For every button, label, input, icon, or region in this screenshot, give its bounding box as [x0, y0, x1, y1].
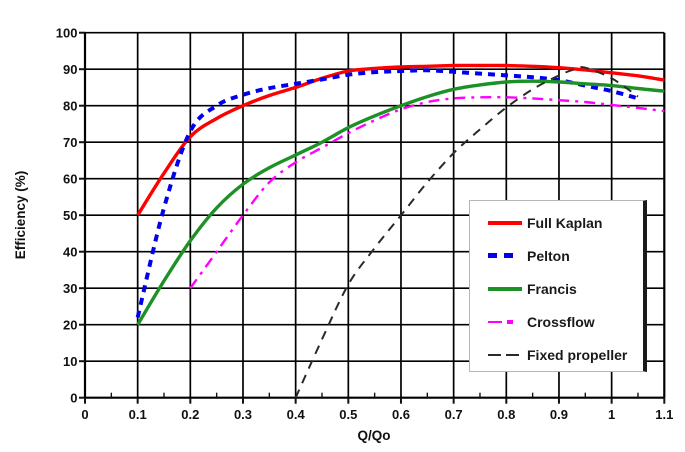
x-tick-label: 0.8	[497, 407, 515, 422]
legend-item-pelton: Pelton	[488, 239, 643, 272]
y-axis-title: Efficiency (%)	[13, 171, 28, 260]
y-tick-label: 20	[63, 317, 77, 332]
legend-label-francis: Francis	[527, 280, 577, 297]
axis-tick-labels: 0 0.1 0.2 0.3 0.4 0.5 0.6 0.7 0.8 0.9 1 1.1 0 10 20 30 4…	[56, 25, 674, 422]
legend-line-sample-fixed-propeller	[488, 353, 524, 356]
legend-item-fixed-propeller: Fixed propeller	[488, 338, 643, 371]
y-tick-label: 0	[70, 390, 77, 405]
legend-item-crossflow: Crossflow	[488, 305, 643, 338]
legend-label-crossflow: Crossflow	[527, 313, 595, 330]
x-tick-label: 0.5	[339, 407, 357, 422]
legend-label-full-kaplan: Full Kaplan	[527, 214, 603, 231]
series-francis	[136, 79, 665, 326]
x-tick-label: 0.9	[550, 407, 568, 422]
y-tick-label: 60	[63, 171, 77, 186]
legend-line-sample-full-kaplan	[488, 220, 524, 225]
x-tick-label: 0.3	[234, 407, 252, 422]
series-full-kaplan	[136, 63, 665, 217]
x-tick-label: 0.1	[129, 407, 147, 422]
y-tick-label: 100	[56, 25, 78, 40]
legend-line-sample-pelton	[488, 253, 524, 258]
legend-line-sample-francis	[488, 286, 524, 291]
x-tick-label: 0.7	[445, 407, 463, 422]
y-tick-label: 50	[63, 208, 77, 223]
x-tick-label: 1	[608, 407, 615, 422]
x-axis-title: Q/Qo	[358, 428, 391, 443]
data-series-curves	[135, 63, 665, 399]
legend-item-francis: Francis	[488, 272, 643, 305]
y-tick-label: 10	[63, 354, 77, 369]
legend-label-fixed-propeller: Fixed propeller	[527, 346, 628, 363]
legend-label-pelton: Pelton	[527, 247, 570, 264]
x-tick-label: 1.1	[655, 407, 673, 422]
series-crossflow	[189, 95, 665, 289]
series-fixed-propeller	[294, 66, 639, 399]
legend-item-full-kaplan: Full Kaplan	[488, 206, 643, 239]
axis-ticks	[79, 31, 666, 404]
x-tick-label: 0.6	[392, 407, 410, 422]
x-tick-label: 0.4	[287, 407, 306, 422]
y-tick-label: 30	[63, 281, 77, 296]
series-pelton	[135, 68, 639, 318]
legend-line-sample-crossflow	[488, 319, 524, 324]
x-tick-label: 0	[81, 407, 88, 422]
x-tick-label: 0.2	[181, 407, 199, 422]
y-tick-label: 70	[63, 135, 77, 150]
y-tick-label: 90	[63, 62, 77, 77]
legend: Full Kaplan Pelton Francis Crossflow Fix…	[469, 200, 647, 372]
y-tick-label: 80	[63, 98, 77, 113]
y-tick-label: 40	[63, 244, 77, 259]
